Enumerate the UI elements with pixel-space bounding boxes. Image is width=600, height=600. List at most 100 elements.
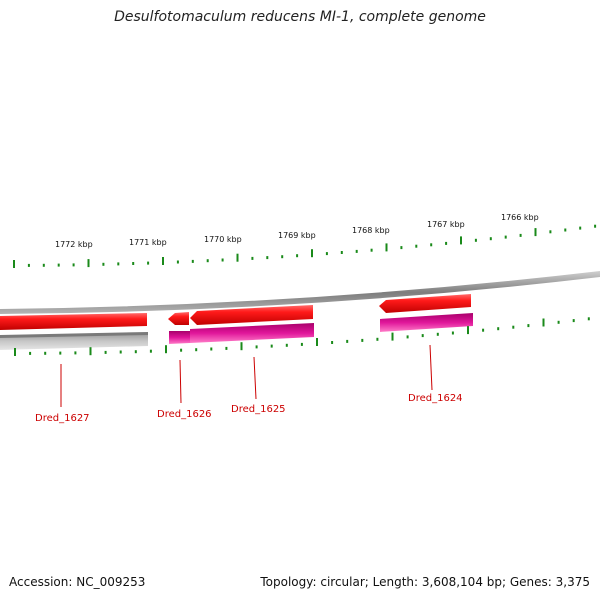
upper-tick-minor [564, 228, 567, 232]
scale-label-1767: 1767 kbp [427, 220, 465, 229]
scale-label-1772: 1772 kbp [55, 240, 93, 249]
gene-label-dred-1624[interactable]: Dred_1624 [408, 393, 463, 404]
lower-tick-minor [59, 351, 62, 355]
gene-dred-1627-forward[interactable] [0, 313, 147, 330]
scale-label-1766: 1766 kbp [501, 213, 539, 222]
lower-tick-minor [270, 344, 273, 348]
lower-tick-major [165, 345, 167, 354]
upper-tick-minor [221, 258, 224, 262]
lower-tick-minor [331, 341, 334, 344]
lower-tick-minor [285, 343, 288, 347]
lower-tick-minor [29, 351, 32, 355]
lower-tick-minor [421, 334, 424, 338]
lower-tick-minor [255, 345, 258, 349]
upper-tick-minor [355, 249, 358, 253]
upper-tick-minor [594, 224, 597, 228]
upper-tick-minor [176, 260, 179, 264]
lower-tick-major [240, 342, 243, 351]
upper-tick-minor [132, 262, 135, 265]
lower-tick-major [391, 332, 394, 341]
upper-tick-minor [57, 263, 60, 267]
lower-tick-minor [210, 347, 213, 351]
upper-tick-minor [325, 252, 328, 256]
upper-tick-minor [191, 259, 194, 263]
gene-dred-1626-forward[interactable] [168, 312, 189, 325]
upper-tick-minor [400, 246, 403, 250]
gene-label-dred-1627[interactable]: Dred_1627 [35, 413, 90, 424]
lower-tick-minor [587, 317, 590, 321]
lower-tick-minor [527, 324, 530, 328]
upper-tick-minor [296, 254, 299, 258]
map-title: Desulfotomaculum reducens MI-1, complete… [114, 9, 486, 25]
scale-label-1771: 1771 kbp [129, 238, 167, 247]
scale-labels: 1772 kbp 1771 kbp 1770 kbp 1769 kbp 1768… [55, 213, 539, 249]
upper-tick-minor [251, 256, 254, 260]
scale-label-1768: 1768 kbp [352, 226, 390, 235]
lower-tick-minor [346, 339, 349, 343]
upper-scale-ticks [13, 224, 597, 268]
lower-tick-minor [572, 319, 575, 323]
scale-label-1769: 1769 kbp [278, 231, 316, 240]
lower-tick-minor [149, 349, 152, 353]
gene-label-dred-1625[interactable]: Dred_1625 [231, 404, 286, 415]
gene-dred-1626-reverse[interactable] [169, 331, 190, 344]
upper-tick-minor [102, 262, 105, 266]
lower-tick-minor [512, 325, 515, 329]
upper-tick-minor [489, 237, 492, 241]
upper-tick-major [385, 243, 388, 252]
upper-tick-major [460, 236, 462, 245]
upper-tick-minor [72, 263, 75, 267]
upper-tick-major [311, 249, 313, 258]
lower-tick-major [316, 338, 318, 346]
upper-tick-minor [42, 263, 45, 267]
lower-tick-minor [361, 338, 364, 342]
lower-scale-ticks [14, 317, 590, 356]
genome-backbone [0, 271, 600, 314]
upper-tick-minor [474, 238, 477, 242]
upper-tick-minor [147, 261, 150, 265]
leader-line-dred-1625 [253, 356, 257, 400]
lower-tick-minor [376, 337, 379, 341]
lower-tick-minor [44, 351, 47, 355]
lower-tick-minor [300, 342, 303, 346]
upper-tick-minor [27, 263, 30, 267]
gene-dred-1624-forward[interactable] [379, 294, 471, 313]
upper-tick-minor [340, 251, 343, 254]
lower-tick-major [542, 318, 545, 327]
scale-label-1770: 1770 kbp [204, 235, 242, 244]
upper-tick-minor [504, 235, 507, 239]
lower-tick-minor [180, 348, 183, 352]
gene-dred-1625-forward[interactable] [190, 305, 313, 325]
gene-dred-1625-reverse[interactable] [190, 323, 314, 343]
upper-tick-major [236, 253, 239, 262]
lower-tick-minor [406, 335, 409, 339]
lower-tick-minor [482, 328, 485, 332]
lower-tick-minor [74, 351, 77, 355]
upper-tick-minor [549, 230, 552, 234]
leader-line-dred-1624 [429, 344, 433, 391]
genome-summary-text: Topology: circular; Length: 3,608,104 bp… [260, 575, 590, 589]
lower-tick-minor [195, 348, 198, 352]
upper-tick-minor [430, 243, 433, 247]
upper-tick-major [13, 260, 15, 268]
upper-tick-major [162, 257, 164, 265]
lower-tick-minor [451, 331, 454, 335]
accession-text: Accession: NC_009253 [9, 575, 146, 589]
gene-label-dred-1626[interactable]: Dred_1626 [157, 409, 212, 420]
upper-tick-minor [117, 262, 120, 266]
lower-tick-major [89, 347, 92, 356]
upper-tick-minor [519, 233, 522, 237]
gene-dred-1624-reverse[interactable] [380, 313, 473, 332]
upper-tick-minor [579, 226, 582, 230]
leader-line-dred-1626 [179, 359, 182, 404]
lower-tick-minor [134, 350, 137, 354]
upper-tick-minor [266, 256, 269, 260]
upper-tick-minor [281, 255, 284, 259]
upper-tick-minor [445, 241, 448, 245]
upper-tick-major [87, 259, 90, 268]
lower-tick-major [467, 326, 469, 335]
upper-tick-minor [415, 244, 418, 248]
inner-backbone-segment [0, 332, 148, 338]
lower-tick-minor [436, 332, 439, 336]
